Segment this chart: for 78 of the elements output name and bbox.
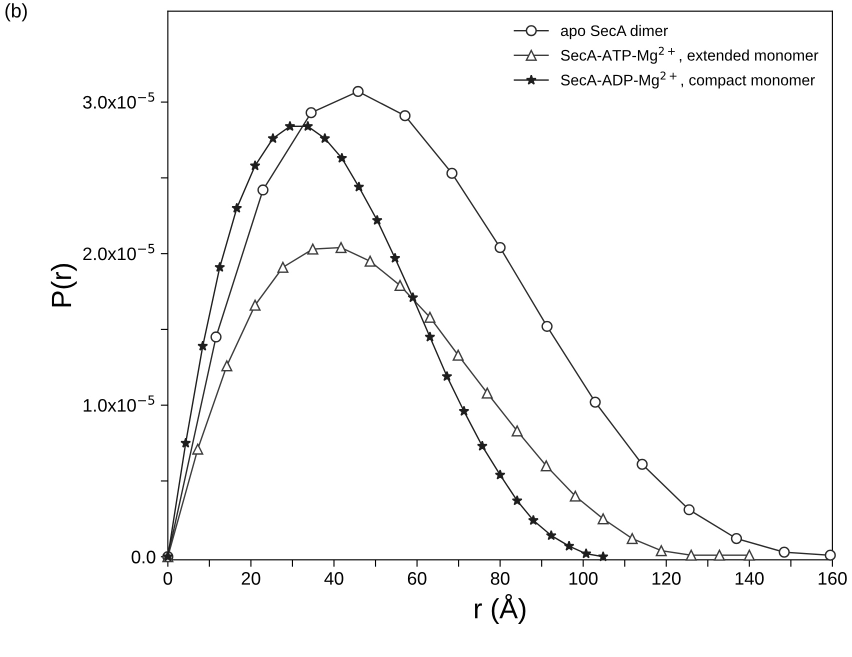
- x-tick-label: 20: [242, 572, 260, 585]
- point: [354, 181, 364, 192]
- x-tick-label: 80: [490, 572, 510, 585]
- point: [336, 152, 348, 163]
- point: [778, 546, 790, 558]
- point: [268, 132, 278, 144]
- point: [512, 495, 522, 506]
- y-axis-title: P(r): [50, 264, 77, 306]
- point: [257, 184, 269, 196]
- point: [197, 340, 208, 351]
- point: [570, 490, 581, 502]
- point: [250, 160, 260, 170]
- point: [590, 396, 601, 408]
- point: [744, 550, 755, 561]
- point: [352, 86, 364, 98]
- point: [320, 132, 330, 144]
- point: [442, 370, 452, 382]
- point: [598, 551, 608, 562]
- point: [684, 504, 695, 516]
- point: [307, 244, 318, 255]
- point: [714, 550, 725, 561]
- point: [824, 550, 836, 561]
- point: [302, 120, 314, 131]
- point: [277, 262, 288, 273]
- legend-label: SecA-ADP-Mg$^{2+}$, compact monomer: [561, 72, 815, 89]
- point: [546, 530, 557, 540]
- point: [394, 280, 406, 292]
- point: [408, 292, 418, 302]
- point: [364, 256, 376, 267]
- point: [231, 202, 242, 213]
- y-tick-label: 0.0: [132, 550, 156, 564]
- point: [214, 262, 226, 272]
- point: [306, 107, 317, 118]
- y-tick-label: 1.0x10$^{−5}$: [84, 395, 154, 412]
- point: [656, 545, 667, 556]
- legend-label: apo SecA dimer: [560, 24, 668, 40]
- point: [476, 440, 488, 451]
- point: [540, 460, 552, 472]
- point: [626, 532, 638, 544]
- point: [494, 469, 506, 480]
- point: [335, 242, 347, 254]
- point: [636, 458, 648, 470]
- point: [424, 331, 436, 342]
- x-tick-label: 160: [818, 572, 847, 585]
- y-tick-label: 2.0x10$^{−5}$: [83, 244, 154, 260]
- point: [686, 550, 697, 561]
- point: [390, 252, 400, 263]
- x-tick-label: 140: [736, 572, 764, 585]
- point: [730, 532, 742, 544]
- x-axis-title: r (Å): [474, 594, 526, 624]
- point: [580, 548, 592, 558]
- point: [458, 406, 470, 416]
- point: [250, 300, 261, 311]
- x-tick-label: 60: [408, 572, 426, 585]
- point: [180, 438, 192, 448]
- x-tick-label: 100: [570, 572, 598, 585]
- text: (b): [5, 3, 27, 22]
- point: [564, 540, 574, 551]
- point: [424, 312, 436, 323]
- point: [192, 444, 204, 455]
- point: [221, 360, 232, 372]
- point: [542, 320, 553, 332]
- point: [598, 513, 609, 524]
- point: [446, 168, 458, 179]
- x-tick-label: 0: [164, 572, 172, 585]
- x-tick-label: 40: [324, 572, 344, 585]
- point: [512, 425, 523, 437]
- point: [284, 120, 296, 131]
- y-tick-label: 3.0x10$^{−5}$: [83, 92, 154, 109]
- point: [452, 350, 464, 361]
- point: [210, 331, 222, 343]
- legend-label: SecA-ATP-Mg$^{2+}$, extended monomer: [561, 46, 818, 64]
- x-tick-label: 120: [652, 572, 681, 585]
- point: [399, 110, 411, 122]
- point: [528, 514, 539, 525]
- point: [372, 214, 382, 225]
- point: [482, 388, 493, 399]
- point: [494, 242, 506, 254]
